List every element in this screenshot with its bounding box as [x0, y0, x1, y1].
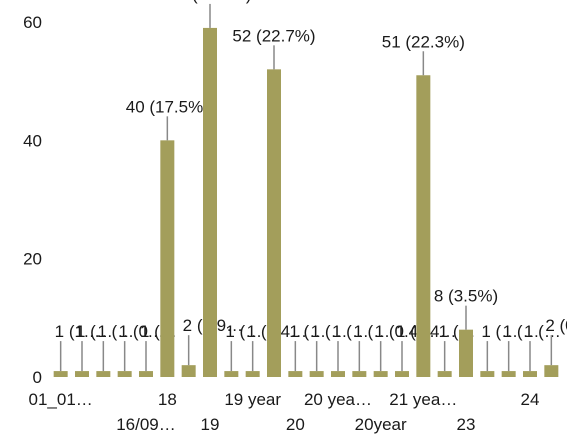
x-tick-label: 01_01…: [29, 390, 93, 409]
data-label: 1 (1.…: [55, 322, 106, 341]
chart-bar[interactable]: [480, 371, 495, 377]
chart-bar[interactable]: [352, 371, 367, 377]
x-tick-label: 21 yea…: [389, 390, 457, 409]
x-tick-label: 20: [286, 415, 305, 434]
y-tick-label: 60: [23, 13, 42, 32]
data-label: 1 (…: [503, 322, 540, 341]
data-label: 1 (…: [311, 322, 348, 341]
x-tick-label: 20 yea…: [304, 390, 372, 409]
chart-bar[interactable]: [75, 371, 89, 377]
chart-bar[interactable]: [203, 27, 217, 378]
y-tick-label: 40: [23, 131, 42, 150]
chart-bar[interactable]: [96, 371, 111, 377]
data-label: 1 (…: [332, 322, 369, 341]
data-label: 2 (0.9…: [545, 316, 567, 335]
data-label: 1 (…: [97, 322, 134, 341]
x-tick-label: 24: [521, 390, 540, 409]
chart-bar[interactable]: [224, 371, 239, 377]
data-label: 1 (…: [481, 322, 518, 341]
data-label: 51 (22.3%): [382, 32, 465, 51]
x-tick-label: 18: [158, 390, 177, 409]
chart-bar[interactable]: [288, 371, 303, 377]
chart-bar[interactable]: [416, 75, 431, 377]
chart-bar[interactable]: [523, 371, 537, 377]
chart-bar[interactable]: [309, 371, 324, 377]
x-tick-label: 19 year: [224, 390, 281, 409]
chart-bar[interactable]: [437, 371, 452, 377]
x-tick-label: 20year: [355, 415, 407, 434]
data-label: 52 (22.7%): [232, 26, 315, 45]
x-tick-label: 19: [201, 415, 220, 434]
data-label: 1 (0.…: [119, 322, 170, 341]
data-label: 1 (…: [76, 322, 113, 341]
data-label: 59 (25.8%): [168, 0, 251, 4]
data-label: 1 (…: [289, 322, 326, 341]
y-tick-label: 20: [23, 250, 42, 269]
chart-bar[interactable]: [139, 371, 153, 377]
chart-bar[interactable]: [501, 371, 516, 377]
data-label: 1 (…: [225, 322, 262, 341]
chart-bar[interactable]: [160, 140, 175, 377]
chart-bar[interactable]: [331, 371, 345, 377]
chart-bar[interactable]: [395, 371, 409, 377]
data-label: 40 (17.5%): [126, 97, 209, 116]
chart-bar[interactable]: [181, 365, 196, 377]
chart-bar[interactable]: [544, 365, 559, 377]
x-tick-label: 23: [457, 415, 476, 434]
chart-bar[interactable]: [245, 371, 260, 377]
data-label: 8 (3.5%): [434, 287, 498, 306]
chart-bar[interactable]: [267, 69, 281, 377]
chart-bar[interactable]: [459, 329, 473, 377]
y-tick-label: 0: [33, 368, 42, 387]
chart-bar[interactable]: [53, 371, 68, 377]
chart-bar[interactable]: [373, 371, 388, 377]
x-tick-label: 16/09…: [116, 415, 176, 434]
chart-bar[interactable]: [117, 371, 132, 377]
data-label: 1 (…: [353, 322, 390, 341]
